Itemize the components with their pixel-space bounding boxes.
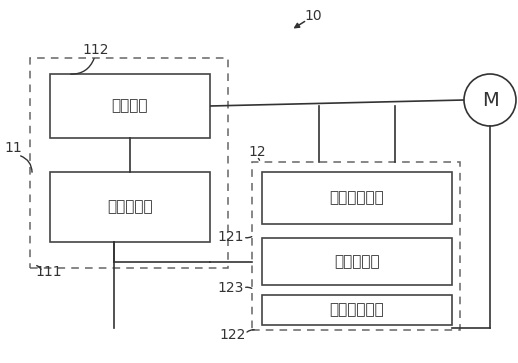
Text: 123: 123 (218, 281, 244, 295)
Text: 111: 111 (35, 265, 62, 279)
Text: 10: 10 (304, 9, 322, 23)
Text: 112: 112 (82, 43, 108, 57)
Text: 电流处理电路: 电流处理电路 (329, 191, 384, 205)
Text: 12: 12 (248, 145, 266, 159)
Text: 主控制电路: 主控制电路 (107, 200, 153, 215)
Bar (50, 74, 210, 138)
Text: 11: 11 (4, 141, 22, 155)
Text: M: M (482, 90, 498, 110)
Text: 逆变电路: 逆变电路 (112, 98, 148, 114)
Bar (262, 295, 452, 325)
Bar (30, 58, 228, 268)
Bar (262, 238, 452, 285)
Text: 位置检测电路: 位置检测电路 (329, 302, 384, 318)
Text: 从控制电路: 从控制电路 (334, 254, 380, 269)
Bar (50, 172, 210, 242)
Bar (252, 162, 460, 330)
Bar (262, 172, 452, 224)
Text: 121: 121 (218, 230, 244, 244)
Text: 122: 122 (220, 328, 246, 342)
